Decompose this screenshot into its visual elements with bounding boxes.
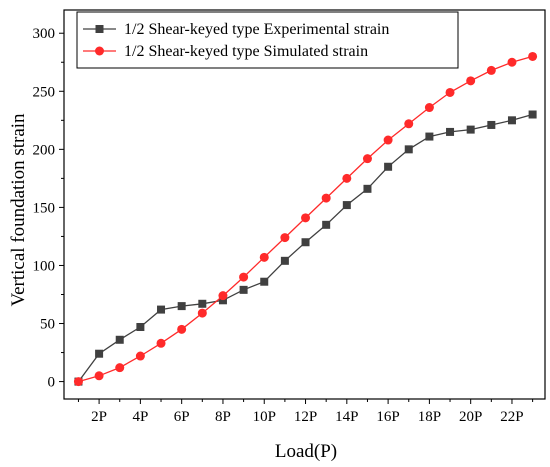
data-point (197, 308, 207, 318)
data-point (445, 87, 455, 97)
legend-item: 1/2 Shear-keyed type Experimental strain (83, 21, 389, 38)
y-tick-label: 50 (40, 317, 55, 333)
legend-label: 1/2 Shear-keyed type Simulated strain (124, 43, 368, 60)
data-point (156, 338, 166, 348)
x-tick-label: 2P (91, 409, 107, 425)
data-point (507, 57, 517, 67)
axes (63, 9, 546, 400)
series-layer (73, 51, 538, 387)
legend-item: 1/2 Shear-keyed type Simulated strain (83, 43, 368, 60)
y-tick-label: 0 (48, 375, 56, 391)
data-point (404, 145, 413, 154)
data-point (135, 351, 145, 361)
data-point (528, 51, 538, 61)
data-point (384, 162, 393, 171)
data-point (301, 238, 310, 247)
data-point (239, 272, 249, 282)
data-point (73, 377, 83, 387)
data-point (177, 324, 187, 334)
legend-marker-circle (95, 46, 104, 56)
data-point (218, 296, 227, 305)
series-line (77, 113, 533, 382)
data-point (362, 154, 372, 164)
data-point (342, 173, 352, 183)
data-point (280, 256, 289, 265)
data-point (239, 285, 248, 294)
data-point (363, 184, 372, 193)
x-tick-label: 8P (215, 409, 231, 425)
data-point (466, 125, 475, 134)
data-point (259, 252, 269, 262)
legend-marker-square (95, 25, 104, 33)
legend-label: 1/2 Shear-keyed type Experimental strain (124, 21, 389, 38)
y-tick-label: 200 (33, 142, 56, 158)
data-point (486, 65, 496, 75)
data-point (198, 299, 207, 308)
x-tick-label: 22P (500, 409, 523, 425)
data-point (280, 233, 290, 243)
x-tick-label: 12P (294, 409, 317, 425)
data-point (260, 277, 269, 286)
data-point (136, 323, 145, 332)
data-point (218, 291, 228, 301)
data-point (425, 132, 434, 141)
data-point (446, 127, 455, 136)
x-axis-ticks: 2P 4P 6P 8P 10P 12P 14P 16P 18P 20P 22P (77, 399, 534, 425)
x-tick-label: 16P (376, 409, 399, 425)
x-tick-label: 14P (335, 409, 358, 425)
data-point (342, 201, 351, 210)
x-tick-label: 20P (459, 409, 482, 425)
x-tick-label: 10P (253, 409, 276, 425)
data-point (94, 371, 104, 381)
y-tick-label: 150 (33, 200, 56, 216)
data-point (404, 119, 414, 129)
data-point (177, 302, 186, 311)
series-2 (73, 51, 538, 387)
y-tick-label: 100 (33, 258, 56, 274)
plot-frame (63, 9, 546, 400)
y-tick-label: 250 (33, 84, 56, 100)
y-tick-label: 300 (33, 26, 56, 42)
data-point (466, 76, 476, 86)
x-tick-label: 6P (174, 409, 190, 425)
data-point (301, 213, 311, 223)
data-point (487, 120, 496, 129)
y-axis-title: Vertical foundation strain (8, 113, 29, 307)
data-point (115, 335, 124, 344)
y-axis-ticks: 0 50 100 150 200 250 300 (33, 26, 64, 391)
data-point (528, 110, 537, 119)
data-point (507, 116, 516, 125)
legend-box (76, 11, 459, 69)
legend: 1/2 Shear-keyed type Experimental strain… (76, 11, 459, 69)
data-point (424, 103, 434, 113)
data-point (95, 349, 104, 358)
series-1 (74, 110, 537, 386)
data-point (383, 135, 393, 145)
x-axis-title: Load(P) (275, 441, 337, 462)
data-point (321, 193, 331, 203)
data-point (322, 220, 331, 229)
x-tick-label: 4P (132, 409, 148, 425)
x-tick-label: 18P (418, 409, 441, 425)
data-point (115, 363, 125, 373)
data-point (157, 305, 166, 314)
